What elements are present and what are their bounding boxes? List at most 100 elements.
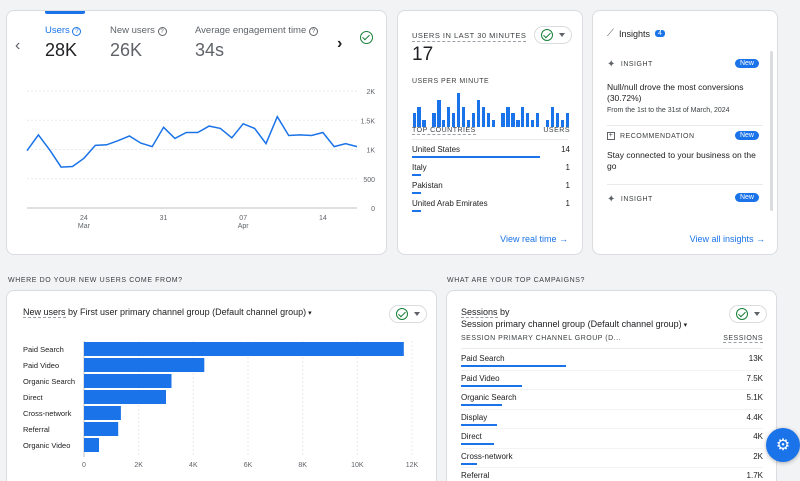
col-sessions[interactable]: SESSIONS — [723, 335, 763, 343]
gear-sparkle-icon: ⚙ — [775, 437, 791, 454]
country-users: 1 — [565, 163, 570, 172]
new-users-card-title: New users by First user primary channel … — [23, 307, 312, 318]
realtime-check-pill[interactable] — [534, 26, 572, 44]
chevron-down-icon — [414, 312, 420, 316]
y-tick-label: 1K — [366, 148, 375, 155]
col-channel-group: SESSION PRIMARY CHANNEL GROUP (D... — [461, 335, 621, 342]
tab-engagement-time[interactable]: Average engagement time ? 34s — [195, 25, 318, 61]
active-tab-indicator — [45, 11, 85, 14]
share-bar — [461, 423, 497, 426]
campaigns-table-header: SESSION PRIMARY CHANNEL GROUP (D... SESS… — [461, 335, 763, 347]
table-row[interactable]: Direct 4K — [461, 429, 763, 449]
help-icon: ? — [72, 27, 82, 36]
divider — [461, 348, 762, 349]
country-row[interactable]: United Arab Emirates 1 — [412, 197, 570, 215]
dimension-text: by First user primary channel group (Def… — [65, 307, 307, 317]
insights-header: ⟋ Insights 4 — [607, 28, 665, 39]
campaigns-check-pill[interactable] — [729, 305, 767, 323]
sessions-value: 1.7K — [746, 471, 763, 480]
new-users-check-pill[interactable] — [389, 305, 427, 323]
share-bar — [461, 404, 502, 406]
minute-bar — [511, 113, 515, 127]
y-tick-label: 0 — [371, 206, 375, 213]
metric-selector[interactable]: Sessions — [461, 307, 498, 318]
new-users-card: New users by First user primary channel … — [6, 290, 437, 481]
insights-scrollbar[interactable] — [770, 51, 773, 211]
share-bar — [461, 384, 522, 387]
dimension-dropdown-caret[interactable]: ▾ — [681, 322, 688, 329]
category-label: Organic Video — [23, 441, 70, 450]
tab-new-users[interactable]: New users ? 26K — [110, 25, 167, 61]
arrow-right-icon: → — [559, 234, 568, 244]
insight-item-1[interactable]: ✦ INSIGHT New Null/null drove the most c… — [607, 59, 759, 114]
sessions-value: 4.4K — [746, 412, 763, 422]
bar — [84, 374, 172, 388]
bar — [84, 390, 166, 404]
minute-bar — [412, 113, 416, 127]
minute-bar — [471, 113, 476, 127]
country-name: Italy — [412, 163, 427, 172]
bar — [84, 406, 121, 420]
bar — [84, 438, 99, 452]
metric-selector[interactable]: New users — [23, 307, 66, 318]
table-row[interactable]: Display 4.4K — [461, 410, 763, 429]
channel-name: Direct — [461, 432, 482, 441]
tab-users-value: 28K — [45, 40, 78, 60]
minute-bar — [501, 113, 505, 127]
x-tick-month-label: Mar — [78, 223, 91, 230]
campaigns-table: Paid Search 13K Paid Video 7.5K Organic Sear… — [461, 351, 763, 481]
view-all-insights-link[interactable]: View all insights → — [690, 234, 765, 244]
data-quality-check-icon[interactable] — [360, 31, 373, 44]
bar — [84, 422, 119, 436]
minute-bar — [452, 113, 456, 127]
insight-text: Null/null drove the most conversions (30… — [607, 82, 744, 103]
dimension-dropdown-caret[interactable]: ▾ — [306, 310, 312, 317]
table-row[interactable]: Paid Video 7.5K — [461, 371, 763, 390]
minute-bar — [481, 106, 485, 127]
table-row[interactable]: Paid Search 13K — [461, 351, 763, 371]
floating-settings-button[interactable]: ⚙ — [766, 428, 800, 462]
table-row[interactable]: Organic Search 5.1K — [461, 390, 763, 410]
tab-users[interactable]: Users ? 28K — [45, 25, 82, 61]
next-arrow-button[interactable]: › — [337, 35, 343, 52]
trending-icon: ⟋ — [607, 28, 614, 39]
campaigns-card-title: Sessions by Session primary channel grou… — [461, 306, 687, 332]
country-row[interactable]: Pakistan 1 — [412, 179, 570, 197]
country-name: United Arab Emirates — [412, 199, 488, 208]
country-share-bar — [412, 156, 540, 158]
x-tick-label: 14 — [319, 215, 327, 222]
table-row[interactable]: Cross-network 2K — [461, 449, 763, 468]
minute-bar — [476, 99, 481, 127]
arrow-right-icon: → — [756, 234, 765, 244]
category-label: Direct — [23, 393, 44, 402]
prev-arrow-button[interactable]: ‹ — [15, 37, 21, 54]
channel-name: Cross-network — [461, 451, 513, 461]
category-label: Paid Video — [23, 361, 59, 370]
new-users-section-title: WHERE DO YOUR NEW USERS COME FROM? — [8, 277, 183, 284]
minute-bar — [560, 120, 564, 127]
insight-item-2[interactable]: + RECOMMENDATION New Stay connected to y… — [607, 131, 759, 172]
view-realtime-link[interactable]: View real time → — [500, 234, 568, 244]
divider — [412, 139, 568, 140]
realtime-title: USERS IN LAST 30 MINUTES — [412, 31, 527, 42]
help-icon: ? — [157, 27, 167, 36]
insight-kind: RECOMMENDATION — [620, 132, 695, 140]
table-row[interactable]: Referral 1.7K — [461, 468, 763, 481]
country-row[interactable]: Italy 1 — [412, 161, 570, 179]
minute-bar — [565, 113, 569, 127]
minute-bar — [545, 120, 550, 127]
insight-item-3[interactable]: ✦ INSIGHT New — [607, 193, 759, 205]
minute-bar — [442, 120, 446, 127]
x-tick-label: 24 — [80, 215, 88, 222]
country-name: United States — [412, 145, 461, 154]
minute-bar — [417, 106, 421, 127]
minute-bar — [526, 113, 530, 127]
col-top-countries: TOP COUNTRIES — [412, 127, 476, 135]
x-tick-label: 0 — [82, 462, 86, 469]
minute-bar — [466, 120, 471, 127]
by-text: by — [497, 307, 510, 317]
dimension-selector[interactable]: Session primary channel group (Default c… — [461, 319, 682, 329]
country-users: 14 — [561, 145, 570, 154]
country-row[interactable]: United States 14 — [412, 143, 570, 161]
